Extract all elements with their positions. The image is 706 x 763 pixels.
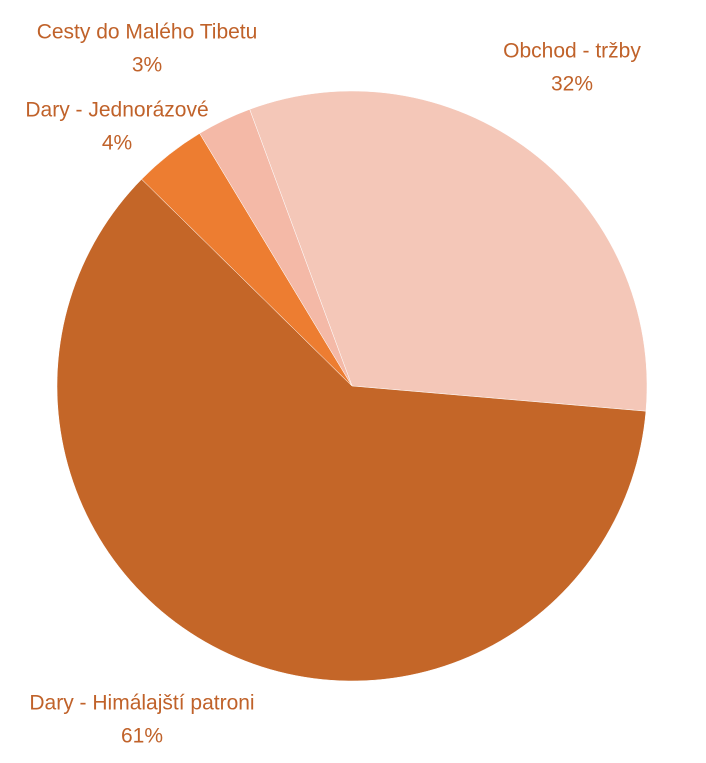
slice-value-label: 4%: [102, 132, 132, 155]
slice-label: Cesty do Malého Tibetu: [37, 21, 258, 44]
slice-label: Obchod - tržby: [503, 40, 641, 63]
slice-value-label: 3%: [132, 54, 162, 77]
slice-label: Dary - Himálajští patroni: [29, 692, 254, 715]
pie-slice: [249, 90, 648, 412]
pie-slice: [199, 109, 353, 387]
slice-label: Dary - Jednorázové: [25, 99, 208, 122]
slice-value-label: 32%: [551, 73, 593, 96]
pie-slice: [56, 178, 647, 682]
slice-value-label: 61%: [121, 725, 163, 748]
